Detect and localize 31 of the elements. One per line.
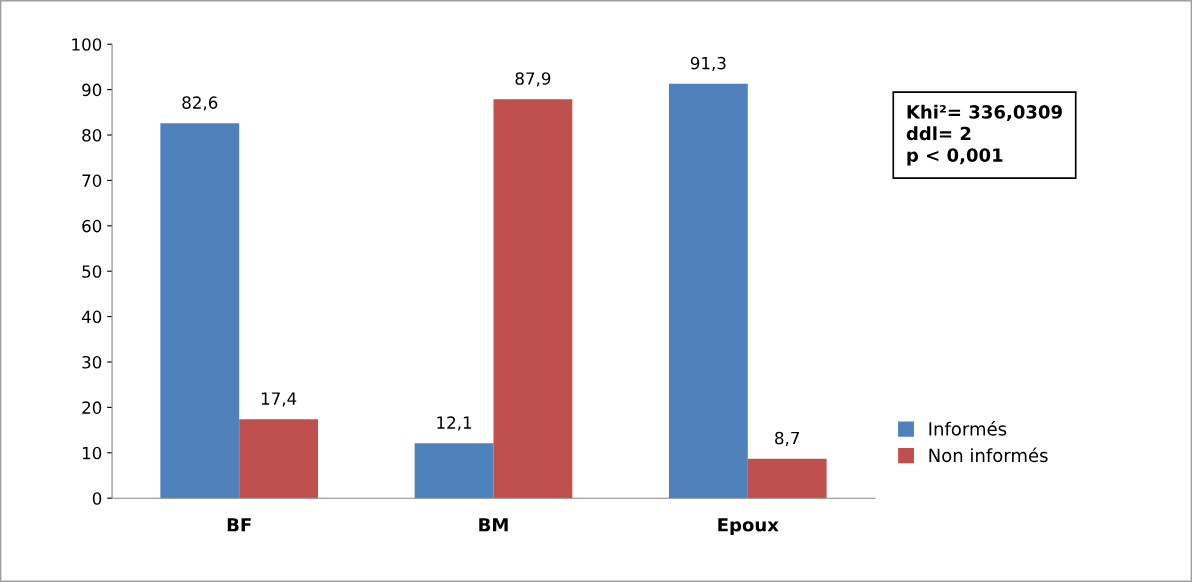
y-tick-label: 0	[92, 492, 102, 505]
x-tick-label: BF	[227, 518, 251, 532]
bar	[160, 123, 240, 499]
y-tick-label: 50	[82, 265, 102, 278]
text: ddl= 2	[906, 126, 971, 141]
y-tick-label: 90	[82, 83, 102, 97]
y-tick-label: 60	[82, 219, 102, 233]
x-tick-label: BM	[479, 518, 508, 532]
legend-label: Non informés	[929, 447, 1048, 463]
bar	[414, 443, 494, 499]
bar	[747, 458, 827, 499]
y-tick-label: 30	[82, 355, 102, 369]
text: Khi²= 336,0309	[907, 104, 1062, 122]
legend-label: Informés	[929, 421, 1007, 436]
y-tick-label: 100	[72, 38, 102, 51]
bar	[239, 419, 319, 499]
y-tick-label: 80	[82, 128, 102, 142]
y-tick-label: 40	[81, 310, 102, 324]
data-label: 8,7	[775, 431, 800, 447]
text: p < 0,001	[907, 148, 1003, 166]
data-label: 17,4	[261, 392, 297, 407]
y-tick-label: 10	[82, 446, 102, 460]
x-tick-label: Epoux	[718, 518, 779, 536]
data-label: 91,3	[690, 56, 726, 72]
data-label: 82,6	[182, 96, 218, 111]
y-tick-label: 70	[82, 174, 102, 187]
bar	[493, 99, 573, 499]
bar	[668, 83, 748, 499]
y-tick-label: 20	[82, 401, 102, 414]
data-label: 12,1	[437, 416, 472, 431]
data-label: 87,9	[515, 72, 551, 87]
